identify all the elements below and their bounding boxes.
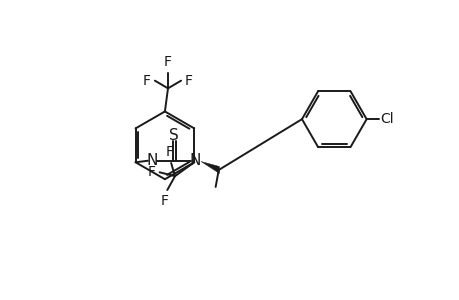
Text: F: F — [164, 55, 172, 69]
Text: N: N — [190, 153, 201, 168]
Text: S: S — [169, 128, 179, 143]
Text: F: F — [143, 74, 151, 88]
Text: F: F — [165, 145, 173, 159]
Polygon shape — [201, 161, 219, 173]
Text: Cl: Cl — [379, 112, 392, 126]
Text: F: F — [147, 165, 156, 179]
Text: F: F — [185, 74, 192, 88]
Text: N: N — [146, 153, 158, 168]
Text: F: F — [161, 194, 168, 208]
